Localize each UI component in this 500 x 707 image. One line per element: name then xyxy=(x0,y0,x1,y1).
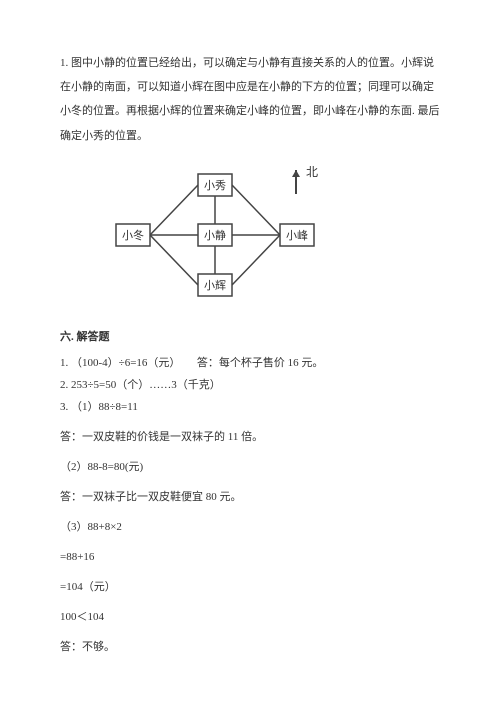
svg-text:小秀: 小秀 xyxy=(204,179,226,192)
problem-1-text: 1. 图中小静的位置已经给出，可以确定与小静有直接关系的人的位置。小辉说在小静的… xyxy=(60,51,440,148)
q3-line-0: 3. （1）88÷8=11 xyxy=(60,396,440,418)
q3-line-3: 答：一双袜子比一双皮鞋便宜 80 元。 xyxy=(60,486,440,508)
svg-text:北: 北 xyxy=(306,165,318,179)
q3-line-7: 100＜104 xyxy=(60,606,440,628)
svg-text:小静: 小静 xyxy=(204,228,226,242)
q3-line-4: （3）88+8×2 xyxy=(60,516,440,538)
page-root: 1. 图中小静的位置已经给出，可以确定与小静有直接关系的人的位置。小辉说在小静的… xyxy=(0,0,500,698)
section-6-title: 六. 解答题 xyxy=(60,328,440,344)
position-diagram: 小秀小冬 小静 小峰小辉 北 xyxy=(88,160,348,310)
diagram-container: 小秀小冬 小静 小峰小辉 北 xyxy=(88,160,440,310)
q1-line: 1. （100-4）÷6=16（元） 答：每个杯子售价 16 元。 xyxy=(60,352,440,374)
svg-text:小冬: 小冬 xyxy=(122,228,144,242)
q3-line-5: =88+16 xyxy=(60,546,440,568)
svg-text:小峰: 小峰 xyxy=(286,229,308,242)
svg-text:小辉: 小辉 xyxy=(204,279,226,292)
q3-line-2: （2）88-8=80(元) xyxy=(60,456,440,478)
q3-line-1: 答：一双皮鞋的价钱是一双袜子的 11 倍。 xyxy=(60,426,440,448)
q3-line-6: =104（元） xyxy=(60,576,440,598)
q3-line-8: 答：不够。 xyxy=(60,636,440,658)
q2-line: 2. 253÷5=50（个）……3（千克） xyxy=(60,374,440,396)
